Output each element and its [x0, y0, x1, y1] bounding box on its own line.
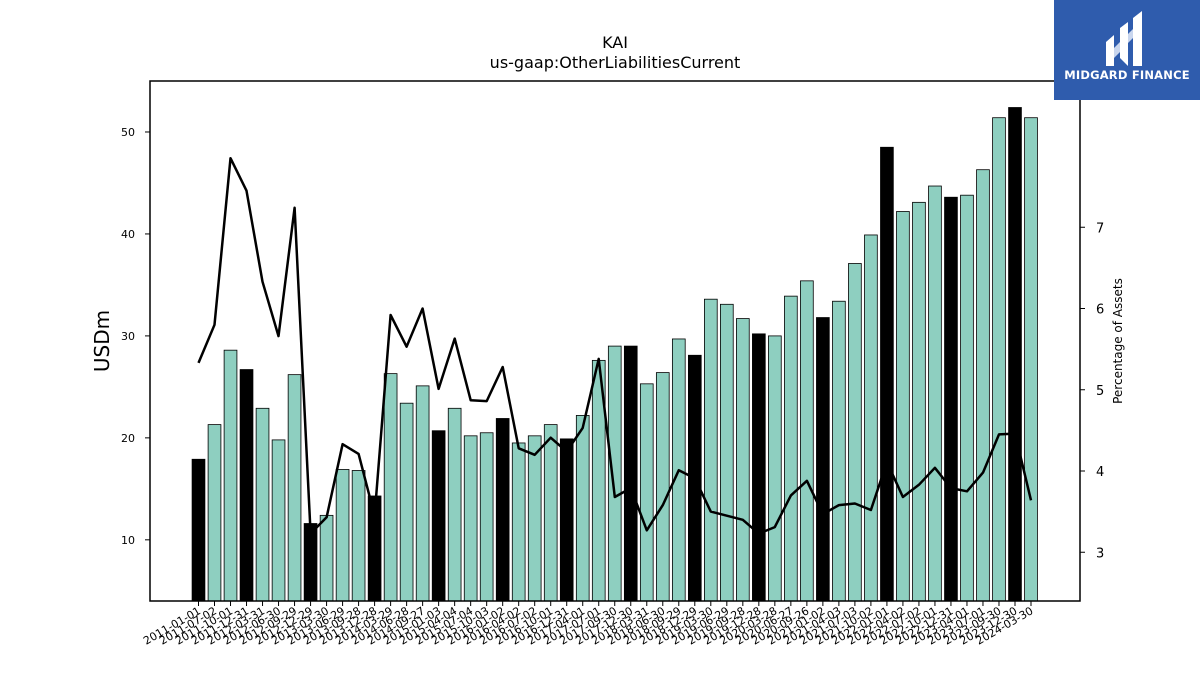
bar-2016-04-02 [511, 442, 526, 602]
bar-2012-03-31 [255, 407, 270, 602]
bar-2013-03-30 [319, 514, 334, 602]
bar-2015-01-03 [431, 430, 446, 602]
y2-tick-label: 6 [1096, 303, 1104, 318]
bar-2013-09-28 [351, 470, 366, 602]
bar-2011-07-02 [207, 424, 222, 602]
y-tick-label: 10 [121, 534, 135, 547]
bar-2015-10-03 [479, 432, 494, 602]
bar-2021-01-02 [816, 317, 830, 602]
bar-2022-01-01 [880, 146, 894, 602]
bar-2014-06-28 [399, 402, 414, 602]
bar-2018-06-30 [655, 372, 670, 602]
midgard-logo-icon [1106, 11, 1142, 66]
chart-subtitle: us-gaap:OtherLiabilitiesCurrent [489, 53, 741, 72]
bar-2021-10-02 [864, 234, 878, 602]
bar-2016-01-02 [495, 418, 510, 602]
y-tick-label: 30 [121, 330, 135, 343]
bar-2020-06-27 [784, 295, 798, 602]
bar-2019-03-30 [704, 298, 718, 602]
y-tick-label: 20 [121, 432, 135, 445]
brand-name: MIDGARD FINANCE [1064, 68, 1190, 82]
bar-2012-12-29 [303, 523, 318, 602]
bar-2014-09-27 [415, 385, 430, 602]
bar-2022-10-01 [928, 185, 942, 602]
bar-2011-01-01 [191, 458, 206, 602]
y-tick-label: 50 [121, 126, 135, 139]
bar-2023-07-01 [976, 169, 990, 602]
chart-title: KAI [602, 33, 628, 52]
bar-2018-03-31 [639, 383, 654, 602]
bar-2022-04-02 [896, 211, 910, 602]
bar-2011-12-31 [239, 369, 254, 602]
bar-2021-04-03 [832, 300, 846, 602]
bar-2021-07-03 [848, 263, 862, 602]
y-tick-label: 40 [121, 228, 135, 241]
y2-tick-label: 7 [1096, 221, 1104, 236]
bar-2019-12-28 [752, 333, 766, 602]
y2-tick-label: 5 [1096, 384, 1104, 399]
bar-2023-12-30 [1008, 107, 1022, 602]
bar-2016-07-02 [527, 435, 542, 602]
bar-2017-12-30 [623, 345, 638, 602]
bar-2017-04-01 [575, 415, 590, 602]
bar-2014-03-29 [383, 373, 398, 602]
bar-2011-10-01 [223, 349, 238, 602]
bar-2016-10-01 [543, 424, 558, 602]
bar-2012-06-30 [271, 439, 286, 602]
bar-2023-04-01 [960, 194, 974, 602]
bar-2017-09-30 [607, 345, 622, 602]
y2-axis-label: Percentage of Assets [1111, 278, 1125, 404]
bar-2019-09-28 [736, 318, 750, 602]
bar-2020-03-28 [768, 335, 782, 602]
bar-2012-09-29 [287, 374, 302, 602]
bar-2013-06-29 [335, 469, 350, 602]
bar-2015-04-04 [447, 407, 462, 602]
bar-2024-03-30 [1024, 117, 1038, 602]
y-axis-label: USDm [90, 310, 114, 372]
bar-2023-09-30 [992, 117, 1006, 602]
y2-tick-label: 4 [1096, 465, 1104, 480]
y2-tick-label: 3 [1096, 546, 1104, 561]
bar-2020-09-26 [800, 280, 814, 602]
bar-2022-12-31 [944, 196, 958, 602]
bar-2022-07-02 [912, 201, 926, 602]
bar-2019-06-29 [720, 303, 734, 602]
percentage-line [197, 156, 1033, 535]
bar-2016-12-31 [559, 438, 574, 602]
brand-logo: MIDGARD FINANCE [1054, 0, 1200, 100]
bar-2015-07-04 [463, 435, 478, 602]
